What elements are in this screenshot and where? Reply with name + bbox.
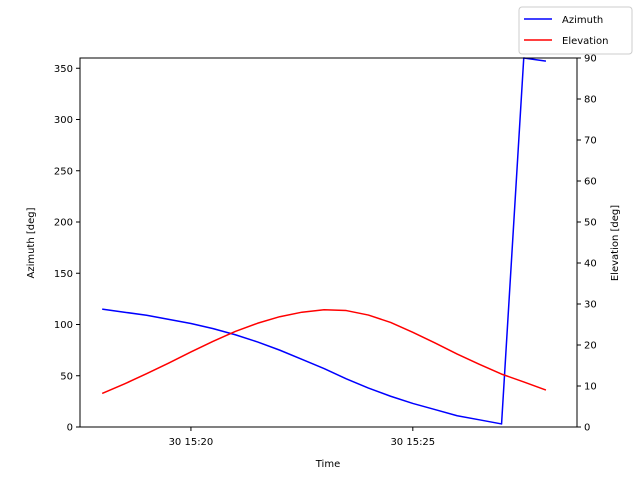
right-y-tick-label: 20 [584,341,597,352]
plot-lines [101,57,547,425]
left-y-tick-label: 300 [54,115,73,126]
series-line-elevation [101,308,547,395]
left-y-axis-label: Azimuth [deg] [26,207,37,278]
right-y-tick-label: 90 [584,54,597,65]
right-y-tick-label: 10 [584,382,597,393]
right-y-tick-label: 40 [584,259,597,270]
x-tick-label: 30 15:20 [169,437,214,448]
right-y-tick-label: 60 [584,177,597,188]
left-y-tick-label: 200 [54,218,73,229]
legend-label-elevation: Elevation [562,36,608,47]
left-y-tick-label: 150 [54,269,73,280]
right-y-tick-label: 80 [584,95,597,106]
right-y-tick-label: 0 [584,423,590,434]
series-line-azimuth [102,57,547,425]
legend: Azimuth Elevation [518,6,633,55]
left-y-tick-label: 0 [67,423,73,434]
x-tick-label: 30 15:25 [390,437,435,448]
left-y-tick-label: 100 [54,320,73,331]
legend-label-azimuth: Azimuth [562,15,603,26]
x-axis-label: Time [315,459,340,470]
x-axis-ticks: 30 15:20 30 15:25 [169,427,435,448]
right-y-tick-label: 30 [584,300,597,311]
right-y-axis-ticks: 0 10 20 30 40 50 60 70 80 90 [577,54,597,434]
right-y-axis-label: Elevation [deg] [610,205,621,281]
left-y-tick-label: 250 [54,166,73,177]
plot-area-frame [79,57,578,428]
left-y-axis-ticks: 0 50 100 150 200 250 300 350 [54,64,80,434]
left-y-tick-label: 350 [54,64,73,75]
left-y-tick-label: 50 [60,371,73,382]
right-y-tick-label: 70 [584,136,597,147]
right-y-tick-label: 50 [584,218,597,229]
